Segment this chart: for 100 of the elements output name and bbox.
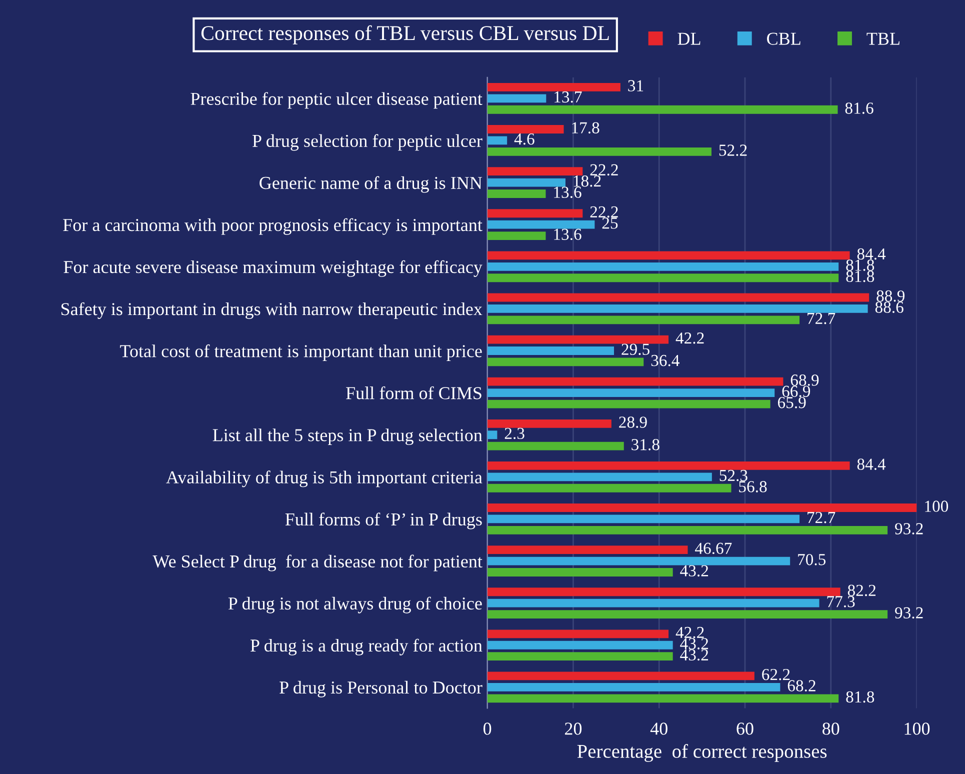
bar xyxy=(487,274,839,282)
bar xyxy=(487,358,644,366)
x-tick-label: 100 xyxy=(904,722,930,735)
data-label: 36.4 xyxy=(651,354,680,366)
data-label: 17.8 xyxy=(572,122,600,134)
bar xyxy=(487,694,839,703)
legend-label: TBL xyxy=(866,32,900,45)
y-tick-label: P drug is Personal to Doctor xyxy=(280,680,482,698)
bar xyxy=(487,419,612,428)
data-label: 22.2 xyxy=(590,164,618,176)
bar xyxy=(487,94,546,103)
y-tick-label: For a carcinoma with poor prognosis efficacy is important xyxy=(63,218,482,235)
data-label: 46.67 xyxy=(695,542,732,554)
bar xyxy=(487,682,780,692)
data-label: 56.8 xyxy=(739,481,767,492)
data-label: 81.8 xyxy=(846,260,874,271)
data-label: 43.2 xyxy=(680,565,708,576)
bar xyxy=(487,588,840,596)
data-label: 88.9 xyxy=(876,290,905,302)
data-label: 72.7 xyxy=(808,312,836,324)
x-tick-label: 20 xyxy=(564,722,582,735)
y-tick-label: For acute severe disease maximum weightage for efficacy xyxy=(64,260,482,277)
data-label: 93.2 xyxy=(895,607,923,619)
data-label: 13.7 xyxy=(554,91,582,103)
bar xyxy=(487,430,498,440)
data-label: 84.4 xyxy=(857,248,886,260)
bar xyxy=(487,209,583,218)
data-label: 62.2 xyxy=(762,668,790,680)
y-tick-label: Total cost of treatment is important than unit price xyxy=(120,344,482,361)
y-tick-label: Availability of drug is 5th important criteria xyxy=(166,470,482,488)
y-tick-label: Generic name of a drug is INN xyxy=(260,176,482,193)
bar xyxy=(487,105,838,114)
x-tick-label: 40 xyxy=(650,722,668,735)
bar xyxy=(487,568,673,576)
data-label: 29.5 xyxy=(622,344,650,355)
bar xyxy=(487,178,566,187)
bar xyxy=(487,293,870,302)
data-label: 70.5 xyxy=(798,554,826,566)
y-tick-label: Safety is important in drugs with narrow therapeutic index xyxy=(61,302,482,319)
bar xyxy=(487,652,673,661)
data-label: 31.8 xyxy=(632,439,660,450)
data-label: 100 xyxy=(925,500,948,512)
data-label: 77.3 xyxy=(827,596,855,608)
bar xyxy=(487,125,564,134)
data-label: 65.9 xyxy=(778,396,806,408)
data-label: 52.2 xyxy=(719,144,747,156)
bar xyxy=(487,610,888,618)
bar xyxy=(487,147,712,156)
bar xyxy=(487,316,800,324)
data-label: 25 xyxy=(602,218,618,229)
data-label: 81.8 xyxy=(846,691,874,703)
y-tick-label: P drug is a drug ready for action xyxy=(250,638,482,656)
bar xyxy=(487,400,770,408)
data-label: 13.6 xyxy=(554,228,582,240)
bar xyxy=(487,484,732,492)
bar xyxy=(487,461,850,470)
data-label: 18.2 xyxy=(574,175,601,187)
data-label: 93.2 xyxy=(895,523,923,534)
bar xyxy=(487,167,583,176)
data-label: 28.9 xyxy=(619,416,647,428)
bar xyxy=(487,514,800,524)
data-label: 82.2 xyxy=(848,584,876,596)
y-tick-label: P drug selection for peptic ulcer xyxy=(252,134,482,151)
y-tick-label: Full forms of ‘P’ in P drugs xyxy=(285,512,482,530)
data-label: 43.2 xyxy=(680,649,708,661)
y-tick-label: We Select P drug for a disease not for patient xyxy=(152,554,482,572)
bar xyxy=(487,598,820,608)
bar xyxy=(487,388,775,398)
data-label: 13.6 xyxy=(554,186,582,198)
bar xyxy=(487,232,546,240)
bar xyxy=(487,136,508,145)
bar xyxy=(487,377,784,386)
legend-label: CBL xyxy=(767,32,800,45)
chart-title: Correct responses of TBL versus CBL versus DL xyxy=(201,25,609,44)
data-label: 22.2 xyxy=(590,206,618,218)
bar xyxy=(487,504,917,512)
x-tick-label: 60 xyxy=(736,722,754,735)
bar xyxy=(487,630,669,638)
bar xyxy=(487,546,688,554)
data-label: 42.2 xyxy=(676,626,704,638)
data-label: 88.6 xyxy=(875,302,904,313)
data-label: 66.9 xyxy=(782,386,810,398)
data-label: 72.7 xyxy=(808,512,836,524)
y-tick-label: Full form of CIMS xyxy=(346,386,482,400)
data-label: 42.2 xyxy=(676,332,704,344)
data-label: 31 xyxy=(628,80,644,92)
bar xyxy=(487,190,546,198)
legend-label: DL xyxy=(678,32,700,45)
bar xyxy=(487,346,614,355)
bar xyxy=(487,220,595,229)
data-label: 52.3 xyxy=(720,470,748,482)
bar xyxy=(487,526,888,534)
bar xyxy=(487,556,790,566)
bar xyxy=(487,262,839,271)
data-label: 4.6 xyxy=(514,133,534,145)
x-axis-title: Percentage of correct responses xyxy=(577,744,827,762)
data-label: 68.9 xyxy=(790,374,819,386)
y-tick-label: Prescribe for peptic ulcer disease patient xyxy=(190,92,482,109)
data-label: 81.8 xyxy=(846,270,874,282)
bar xyxy=(487,672,754,680)
